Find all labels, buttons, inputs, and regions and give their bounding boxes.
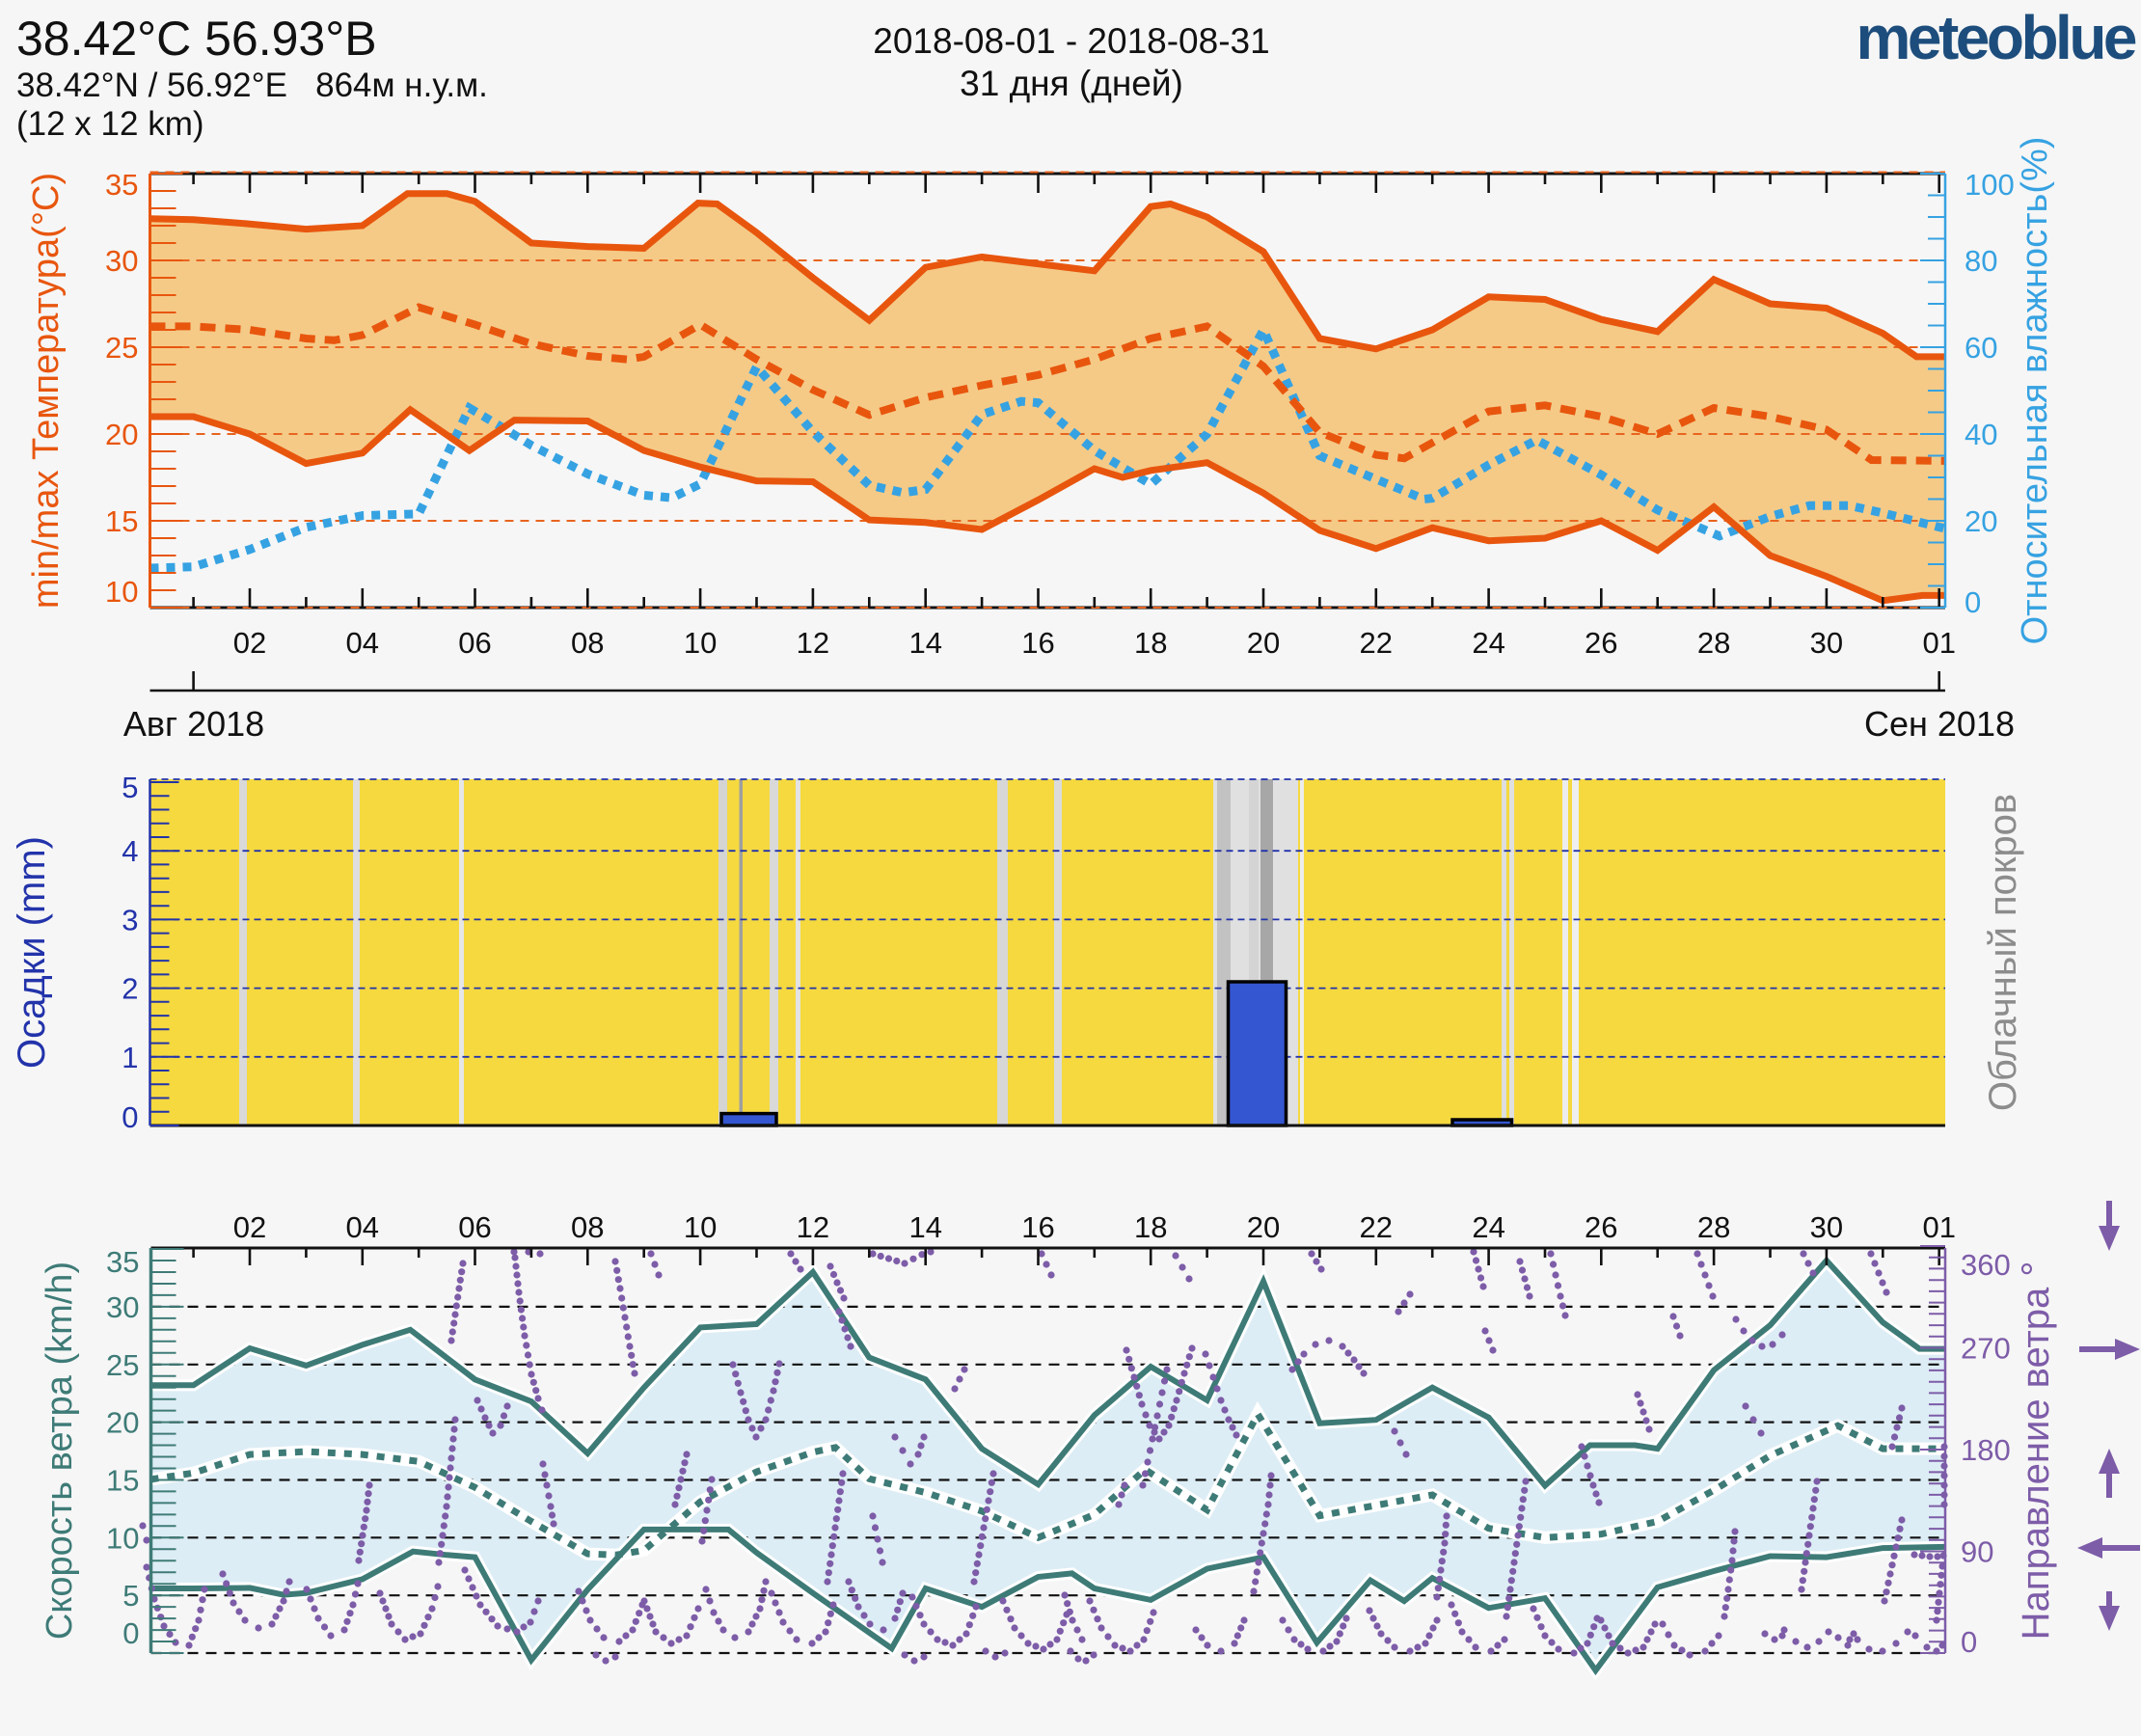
- svg-text:35: 35: [105, 168, 138, 202]
- svg-text:100: 100: [1965, 168, 2015, 202]
- svg-text:18: 18: [1134, 626, 1167, 660]
- svg-text:04: 04: [346, 626, 379, 660]
- svg-text:30: 30: [105, 244, 138, 278]
- svg-text:Осадки (mm): Осадки (mm): [11, 836, 53, 1069]
- svg-text:16: 16: [1021, 626, 1054, 660]
- svg-text:38.42°С 56.93°В: 38.42°С 56.93°В: [16, 12, 377, 66]
- svg-text:40: 40: [1965, 418, 1997, 451]
- svg-text:Сен 2018: Сен 2018: [1864, 704, 2015, 744]
- svg-text:22: 22: [1360, 626, 1393, 660]
- svg-text:30: 30: [1810, 626, 1843, 660]
- svg-text:25: 25: [106, 1348, 139, 1382]
- svg-text:2018-08-01 - 2018-08-31: 2018-08-01 - 2018-08-31: [873, 21, 1269, 61]
- svg-text:4: 4: [122, 834, 138, 868]
- svg-text:35: 35: [106, 1245, 139, 1279]
- svg-text:20: 20: [1247, 626, 1280, 660]
- svg-text:20: 20: [1247, 1210, 1280, 1244]
- svg-text:24: 24: [1472, 1210, 1504, 1244]
- svg-text:15: 15: [105, 504, 138, 538]
- svg-text:0: 0: [1965, 585, 1981, 619]
- svg-text:30: 30: [106, 1290, 139, 1324]
- svg-text:Скорость ветра (km/h): Скорость ветра (km/h): [40, 1261, 80, 1640]
- svg-text:28: 28: [1697, 626, 1730, 660]
- svg-text:15: 15: [106, 1464, 139, 1498]
- svg-text:0: 0: [122, 1616, 139, 1650]
- svg-text:180: 180: [1961, 1433, 2011, 1467]
- svg-text:02: 02: [233, 626, 266, 660]
- svg-text:14: 14: [908, 626, 941, 660]
- svg-text:22: 22: [1360, 1210, 1393, 1244]
- svg-text:20: 20: [105, 418, 138, 451]
- svg-text:10: 10: [106, 1521, 139, 1555]
- svg-text:270: 270: [1961, 1332, 2011, 1366]
- svg-text:min/max Температура(°C): min/max Температура(°C): [26, 173, 67, 609]
- svg-text:Направление ветра °: Направление ветра °: [2015, 1261, 2057, 1641]
- svg-text:28: 28: [1697, 1210, 1730, 1244]
- svg-text:01: 01: [1922, 1210, 1955, 1244]
- svg-text:38.42°N / 56.92°E 864м н.у.м: 38.42°N / 56.92°E 864м н.у.м.: [16, 67, 488, 104]
- svg-text:360: 360: [1961, 1248, 2011, 1282]
- svg-text:16: 16: [1021, 1210, 1054, 1244]
- svg-text:18: 18: [1134, 1210, 1167, 1244]
- svg-text:06: 06: [458, 1210, 491, 1244]
- svg-text:Облачный покров: Облачный покров: [1982, 794, 2024, 1111]
- svg-text:60: 60: [1965, 331, 1997, 365]
- svg-text:Авг 2018: Авг 2018: [123, 704, 264, 744]
- svg-text:0: 0: [122, 1100, 138, 1134]
- svg-text:30: 30: [1810, 1210, 1843, 1244]
- svg-text:90: 90: [1961, 1535, 1993, 1569]
- svg-text:26: 26: [1585, 1210, 1617, 1244]
- svg-text:10: 10: [105, 575, 138, 609]
- svg-text:3: 3: [122, 903, 138, 936]
- svg-text:08: 08: [571, 626, 604, 660]
- svg-text:1: 1: [122, 1041, 138, 1074]
- svg-text:04: 04: [346, 1210, 379, 1244]
- svg-text:20: 20: [1965, 504, 1997, 538]
- svg-text:24: 24: [1472, 626, 1504, 660]
- svg-text:31 дня (дней): 31 дня (дней): [960, 64, 1183, 103]
- svg-text:12: 12: [797, 1210, 829, 1244]
- svg-text:26: 26: [1585, 626, 1617, 660]
- svg-text:5: 5: [122, 771, 138, 804]
- svg-text:meteoblue: meteoblue: [1856, 3, 2135, 72]
- svg-text:02: 02: [233, 1210, 266, 1244]
- svg-text:0: 0: [1961, 1625, 1977, 1659]
- svg-text:5: 5: [122, 1579, 139, 1613]
- svg-text:(12 x 12 km): (12 x 12 km): [16, 105, 204, 143]
- svg-text:20: 20: [106, 1406, 139, 1440]
- svg-text:80: 80: [1965, 244, 1997, 278]
- svg-text:25: 25: [105, 331, 138, 365]
- svg-text:10: 10: [684, 1210, 717, 1244]
- svg-text:14: 14: [908, 1210, 941, 1244]
- svg-text:10: 10: [684, 626, 717, 660]
- svg-text:12: 12: [797, 626, 829, 660]
- svg-text:2: 2: [122, 972, 138, 1006]
- svg-text:Относительная влажность(%): Относительная влажность(%): [2015, 137, 2055, 645]
- svg-text:01: 01: [1922, 626, 1955, 660]
- svg-text:06: 06: [458, 626, 491, 660]
- svg-text:08: 08: [571, 1210, 604, 1244]
